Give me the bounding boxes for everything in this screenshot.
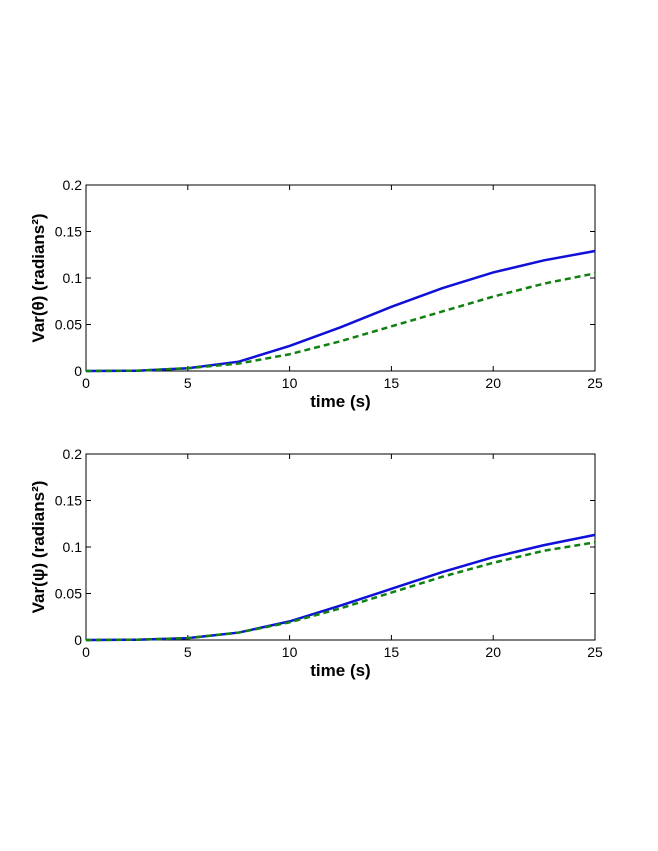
x-tick-label: 15 xyxy=(384,644,400,660)
y-tick-label: 0 xyxy=(74,363,82,379)
x-tick-label: 20 xyxy=(485,644,501,660)
y-tick-label: 0.05 xyxy=(55,317,82,333)
y-axis-label: Var(θ) (radians²) xyxy=(29,213,48,342)
x-tick-label: 25 xyxy=(587,375,603,391)
x-tick-label: 0 xyxy=(82,644,90,660)
x-tick-label: 10 xyxy=(282,375,298,391)
x-tick-label: 25 xyxy=(587,644,603,660)
plot-frame xyxy=(85,184,596,372)
line-series xyxy=(85,541,596,642)
x-tick-label: 5 xyxy=(184,644,192,660)
y-tick-label: 0.2 xyxy=(63,446,83,462)
line-series xyxy=(85,272,596,373)
y-tick-label: 0.15 xyxy=(55,224,82,240)
x-tick-label: 15 xyxy=(384,375,400,391)
x-tick-label: 20 xyxy=(485,375,501,391)
x-tick-label: 5 xyxy=(184,375,192,391)
y-tick-label: 0.2 xyxy=(63,177,83,193)
y-tick-label: 0.1 xyxy=(63,270,83,286)
x-tick-label: 10 xyxy=(282,644,298,660)
x-tick-label: 0 xyxy=(82,375,90,391)
x-axis-label: time (s) xyxy=(310,392,370,411)
plot-frame xyxy=(85,453,596,641)
x-axis-label: time (s) xyxy=(310,661,370,680)
y-tick-label: 0 xyxy=(74,632,82,648)
y-tick-label: 0.15 xyxy=(55,493,82,509)
y-axis-label: Var(ψ) (radians²) xyxy=(29,481,48,614)
line-series xyxy=(85,249,596,373)
line-series xyxy=(85,533,596,642)
y-tick-label: 0.1 xyxy=(63,539,83,555)
y-tick-label: 0.05 xyxy=(55,586,82,602)
